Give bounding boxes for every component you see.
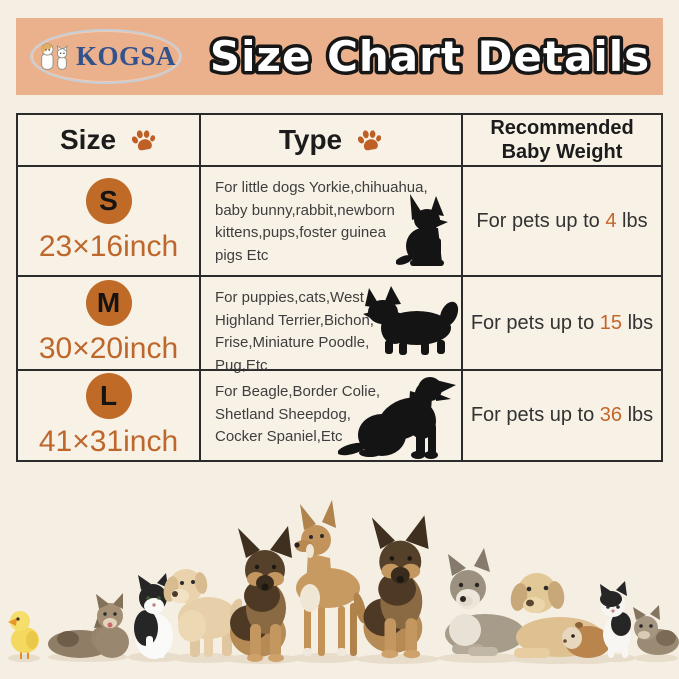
chick-illustration: [8, 611, 39, 659]
type-cell-l: For Beagle,Border Colie, Shetland Sheepd…: [201, 371, 463, 460]
weight-cell-s: For pets up to 4 lbs: [463, 167, 661, 275]
weight-cell-l: For pets up to 36 lbs: [463, 371, 661, 460]
column-header-weight: Recommended Baby Weight: [463, 115, 661, 165]
type-text-l: For Beagle,Border Colie, Shetland Sheepd…: [215, 383, 381, 445]
type-cell-m: For puppies,cats,West Highland Terrier,B…: [201, 277, 463, 374]
guinea-pig-illustration: [562, 622, 611, 658]
type-column-label: Type: [278, 124, 343, 155]
size-cell-m: M 30×20inch: [18, 277, 201, 369]
paw-icon: [358, 129, 382, 150]
weight-value: 15: [599, 311, 623, 334]
size-chart-table: Size Type: [16, 113, 663, 462]
type-cell-s: For little dogs Yorkie,chihuahua, baby b…: [201, 167, 463, 275]
table-header-row: Size Type: [18, 115, 661, 167]
gray-husky-puppy-illustration: [445, 548, 525, 656]
weight-suffix: lbs: [616, 209, 648, 232]
weight-cell-m: For pets up to 15 lbs: [463, 277, 661, 369]
table-row-size-s: S 23×16inch For little dogs Yorkie,chihu…: [18, 167, 661, 277]
header-banner: KOGSA Size Chart Details: [16, 18, 663, 95]
weight-text-m: For pets up to 15 lbs: [471, 312, 653, 335]
brand-name: KOGSA: [75, 41, 177, 71]
weight-prefix: For pets up to: [470, 404, 600, 426]
black-white-kitten-illustration: [600, 581, 631, 658]
brand-logo: KOGSA: [30, 29, 182, 84]
size-badge-m: M: [85, 280, 132, 326]
size-column-label: Size: [59, 124, 117, 155]
table-row-size-m: M 30×20inch For puppies,cats,West Highla…: [18, 277, 661, 374]
size-dimensions-s: 23×16inch: [38, 230, 179, 263]
size-badge-l: L: [85, 372, 132, 419]
size-cell-s: S 23×16inch: [18, 167, 201, 275]
page-title-text: Size Chart Details: [210, 32, 650, 81]
weight-text-l: For pets up to 36 lbs: [471, 404, 653, 427]
black-white-cat-illustration: [134, 573, 173, 659]
weight-text-s: For pets up to 4 lbs: [476, 210, 647, 233]
size-dimensions-m: 30×20inch: [38, 332, 179, 365]
column-header-type: Type: [201, 115, 463, 165]
table-row-size-l: L 41×31inch For Beagle,Border Colie, She…: [18, 371, 661, 460]
size-badge-s: S: [85, 178, 132, 224]
weight-value: 4: [605, 209, 617, 232]
tabby-kitten-crouching-illustration: [633, 605, 679, 655]
tan-dog-illustration: [294, 500, 367, 656]
weight-suffix: lbs: [622, 311, 654, 334]
pets-group-photo: [8, 500, 679, 664]
type-text-s: For little dogs Yorkie,chihuahua, baby b…: [215, 179, 428, 264]
weight-suffix: lbs: [622, 404, 654, 426]
corgi-silhouette-icon: [363, 286, 459, 355]
paw-icon: [131, 129, 156, 150]
dog-cat-logo-icon: [41, 42, 68, 70]
german-shepherd-puppy-illustration: [230, 526, 292, 662]
cream-puppy-illustration: [163, 569, 243, 657]
weight-column-label: Recommended Baby Weight: [490, 117, 634, 163]
size-dimensions-l: 41×31inch: [38, 424, 179, 458]
retriever-silhouette-icon: [338, 377, 456, 459]
tabby-kitten-meowing-illustration: [95, 593, 129, 658]
size-cell-l: L 41×31inch: [18, 371, 201, 460]
column-header-size: Size: [18, 115, 201, 165]
weight-prefix: For pets up to: [476, 209, 606, 232]
chihuahua-silhouette-icon: [396, 194, 448, 266]
type-text-m: For puppies,cats,West Highland Terrier,B…: [215, 289, 374, 374]
weight-prefix: For pets up to: [470, 311, 600, 334]
page-title: Size Chart Details: [186, 25, 674, 89]
german-shepherd-puppy-2-illustration: [363, 515, 429, 659]
weight-value: 36: [599, 404, 623, 426]
